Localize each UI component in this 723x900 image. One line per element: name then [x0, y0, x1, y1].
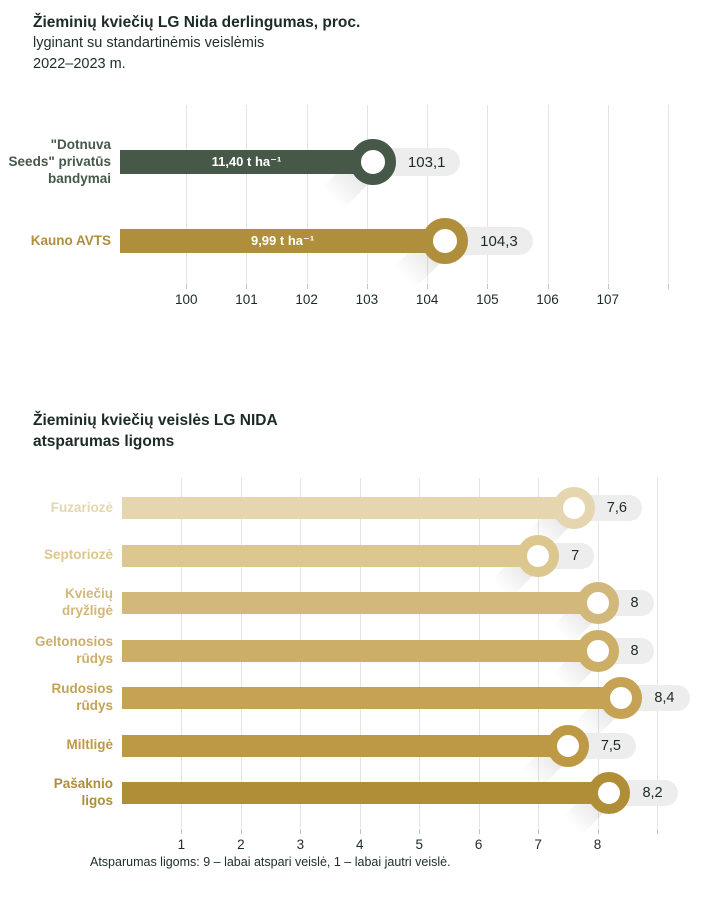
axis-tick-label: 101 [235, 292, 258, 307]
gridline [306, 105, 308, 283]
bar [122, 782, 610, 804]
category-label: Geltonosios rūdys [34, 633, 113, 666]
marker-circle [517, 534, 560, 577]
bar [122, 734, 568, 757]
yield-chart-subtitle-line2: 2022–2023 m. [33, 56, 126, 72]
category-label: Fuzariozė [50, 499, 113, 515]
axis-tick [427, 284, 429, 289]
disease-chart-title-line1: Žieminių kviečių veislės LG NIDA [33, 412, 278, 429]
axis-tick-label: 4 [356, 837, 364, 852]
category-label: Kauno AVTS [30, 232, 111, 248]
yield-chart-title: Žieminių kviečių LG Nida derlingumas, pr… [33, 14, 361, 31]
category-label: Pašaknio ligos [53, 776, 113, 808]
axis-tick [300, 829, 302, 834]
bar [122, 687, 622, 709]
category-label: Miltligė [66, 737, 114, 752]
axis-tick [668, 284, 669, 289]
marker-circle [576, 629, 619, 672]
gridline [657, 478, 658, 828]
bar [122, 639, 598, 662]
disease-resistance-chart: Žieminių kviečių veislės LG NIDA atsparu… [0, 395, 723, 900]
axis-tick [657, 829, 658, 834]
axis-tick-label: 106 [536, 292, 559, 307]
axis-tick [246, 284, 248, 289]
bar [122, 544, 539, 567]
axis-tick-label: 8 [593, 837, 602, 852]
axis-tick-label: 1 [177, 837, 186, 852]
category-label: "Dotnuva Seeds" privatūs bandymai [8, 136, 111, 186]
axis-tick [306, 284, 308, 289]
marker-circle [546, 724, 589, 767]
bar [122, 497, 574, 519]
axis-tick-label: 3 [296, 837, 305, 852]
marker-circle [422, 218, 469, 264]
axis-tick [607, 284, 609, 289]
category-label: Rudosios rūdys [51, 681, 113, 713]
gridline [366, 105, 368, 283]
axis-tick [366, 284, 368, 289]
yield-chart-title-block: Žieminių kviečių LG Nida derlingumas, pr… [33, 12, 360, 75]
gridline [487, 105, 489, 283]
axis-tick [240, 829, 242, 834]
axis-tick [547, 284, 549, 289]
axis-tick [419, 829, 421, 834]
axis-tick-label: 6 [474, 837, 483, 852]
axis-tick-label: 104 [415, 292, 439, 307]
marker-circle [600, 677, 643, 719]
yield-chart: Žieminių kviečių LG Nida derlingumas, pr… [0, 0, 723, 340]
axis-tick-label: 100 [174, 292, 198, 307]
gridline [547, 105, 549, 283]
bar [122, 592, 598, 614]
axis-tick-label: 107 [596, 292, 620, 307]
gridline [668, 105, 669, 283]
gridline [607, 105, 609, 283]
axis-tick-label: 105 [476, 292, 499, 307]
bar-annotation: 9,99 t ha⁻¹ [250, 233, 315, 248]
disease-chart-title-block: Žieminių kviečių veislės LG NIDA atsparu… [33, 410, 278, 452]
axis-tick-label: 103 [355, 292, 379, 307]
yield-chart-subtitle-line1: lyginant su standartinėmis veislėmis [33, 35, 265, 51]
axis-tick [359, 829, 361, 834]
axis-tick-label: 2 [237, 837, 245, 852]
marker-circle [349, 139, 396, 185]
axis-tick-label: 102 [295, 292, 318, 307]
gridline [246, 105, 248, 283]
category-label: Kviečių dryžligė [61, 586, 113, 618]
disease-chart-title-line2: atsparumas ligoms [33, 433, 175, 450]
resistance-scale-note: Atsparumas ligoms: 9 – labai atspari vei… [90, 855, 451, 869]
axis-tick-label: 7 [534, 837, 542, 852]
gridline [186, 105, 188, 283]
bar-annotation: 11,40 t ha⁻¹ [211, 154, 282, 169]
category-label: Septoriozė [43, 547, 113, 562]
marker-circle [576, 582, 619, 624]
axis-tick [181, 829, 183, 834]
gridline [427, 105, 429, 283]
axis-tick [538, 829, 540, 834]
axis-tick-label: 5 [415, 837, 423, 852]
marker-circle [588, 772, 631, 814]
axis-tick [597, 829, 599, 834]
axis-tick [186, 284, 188, 289]
axis-tick [478, 829, 480, 834]
bar: 9,99 t ha⁻¹ [120, 229, 446, 253]
axis-tick [487, 284, 489, 289]
marker-circle [552, 487, 595, 529]
bar: 11,40 t ha⁻¹ [120, 150, 373, 174]
